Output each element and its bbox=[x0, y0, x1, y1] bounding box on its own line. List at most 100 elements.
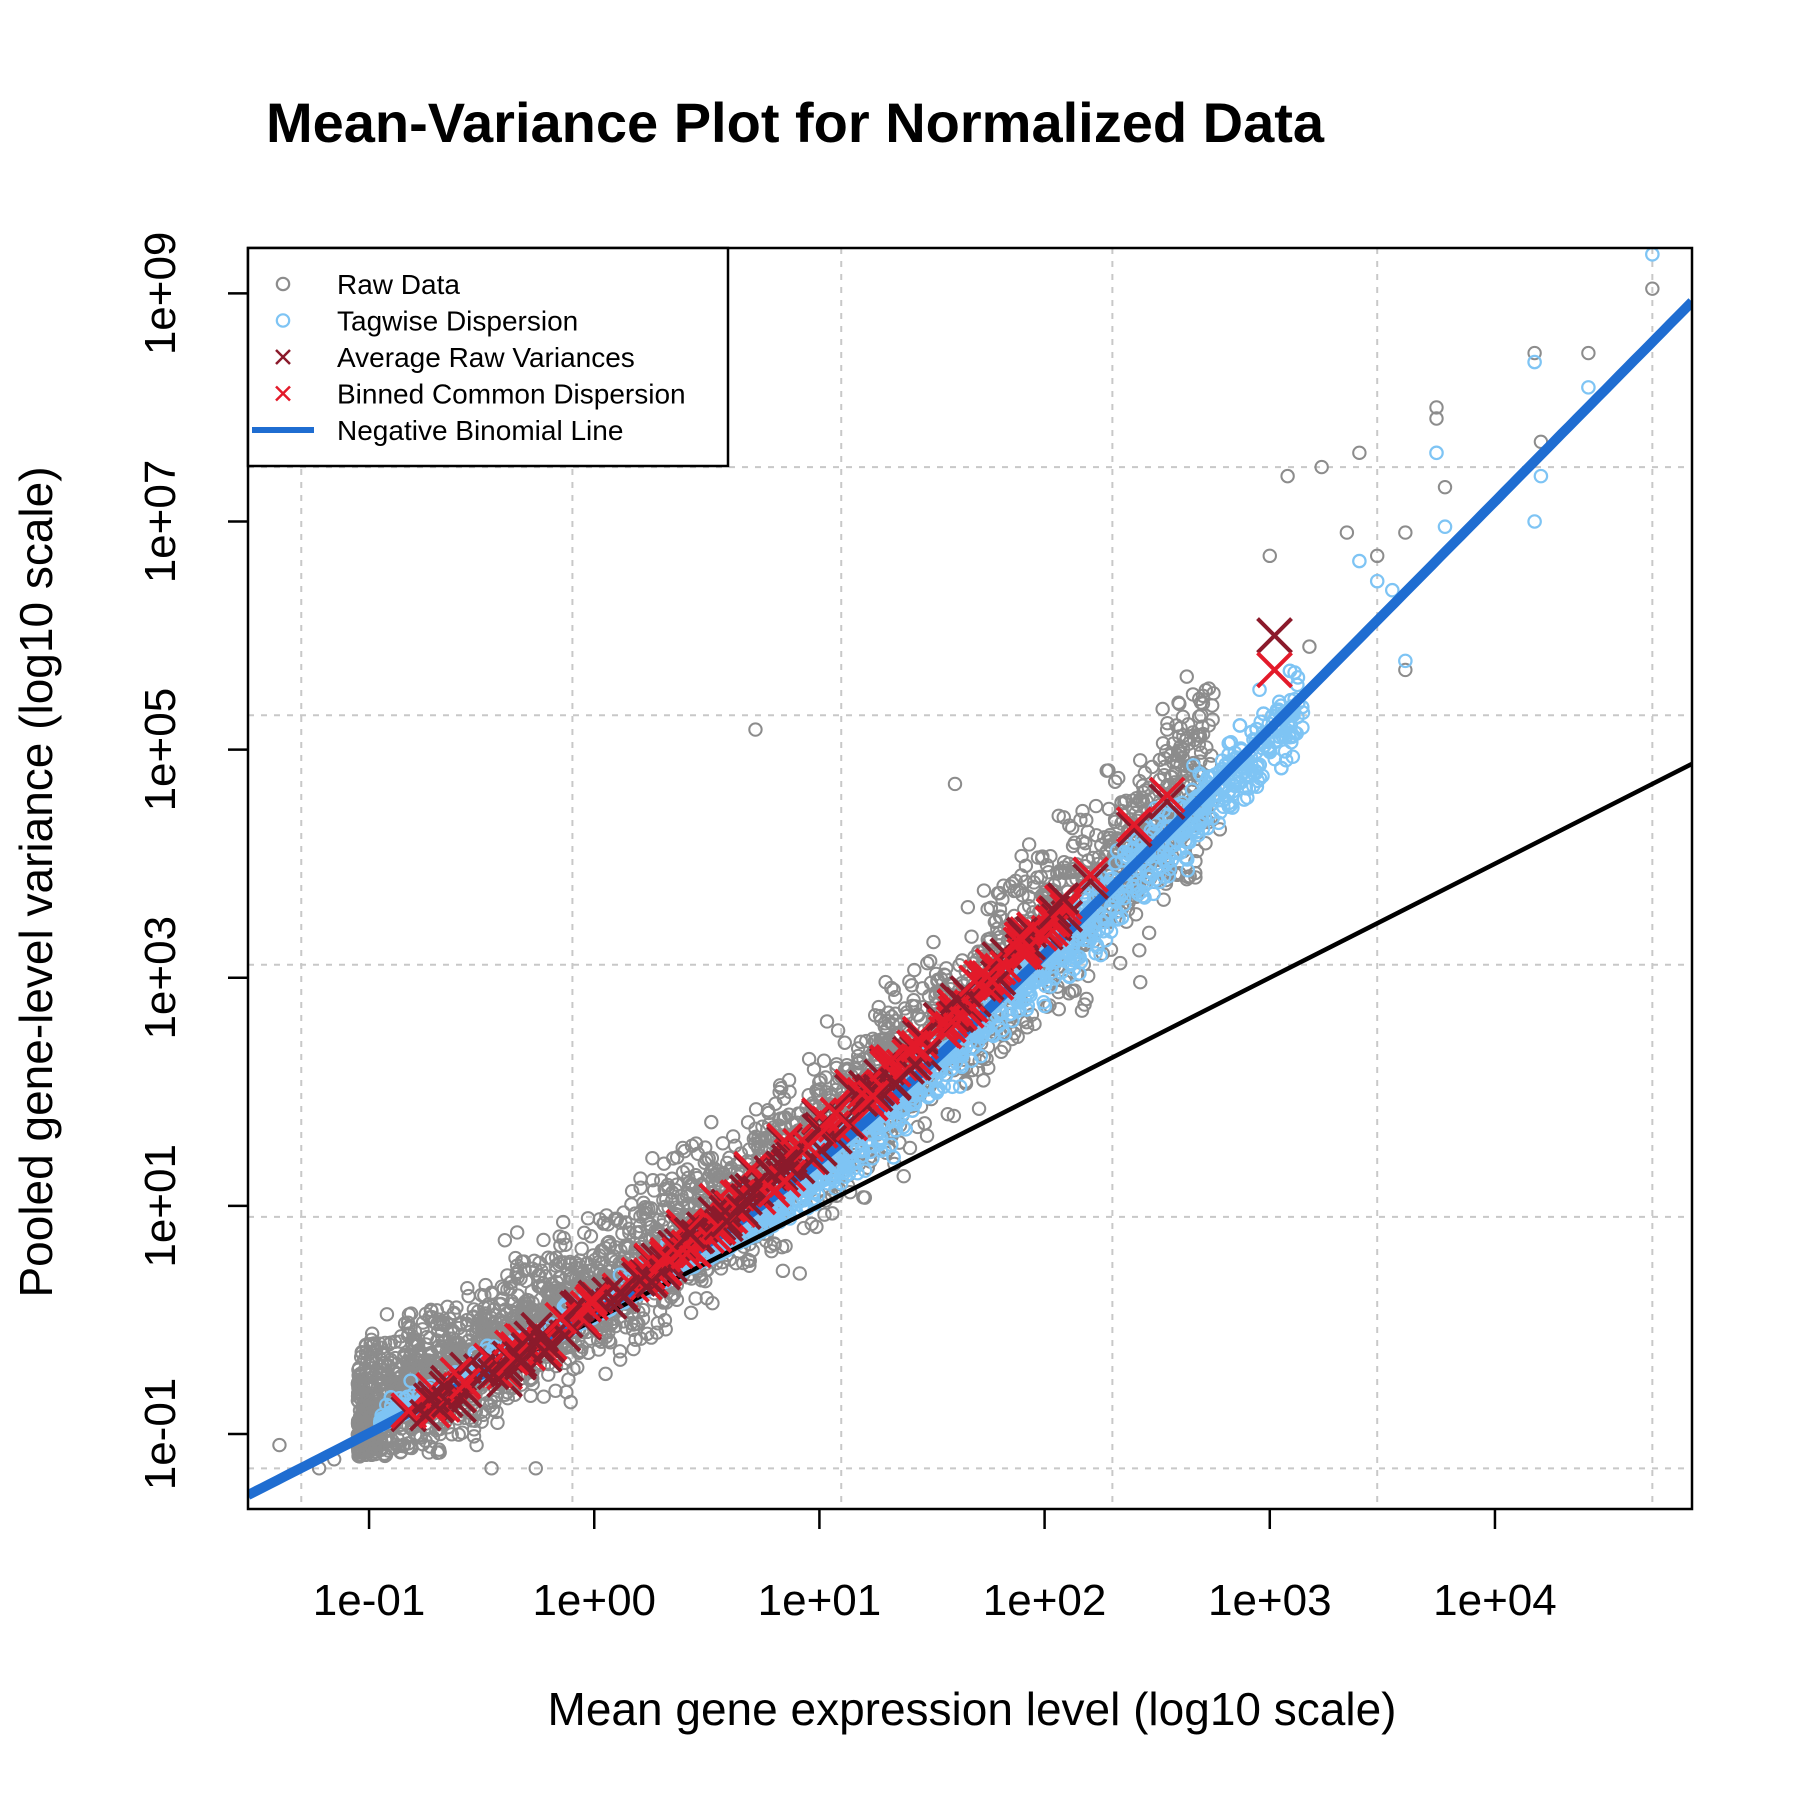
raw-data-point bbox=[857, 1190, 873, 1205]
raw-data-point bbox=[828, 1082, 843, 1098]
raw-data-point bbox=[704, 1114, 719, 1130]
tagwise-dispersion-point bbox=[1165, 837, 1180, 853]
raw-data-point bbox=[464, 1413, 479, 1428]
raw-data-point bbox=[987, 914, 1003, 930]
raw-data-point bbox=[748, 1129, 763, 1145]
raw-data-point bbox=[856, 1051, 871, 1067]
raw-data-point bbox=[896, 1168, 911, 1184]
raw-data-point bbox=[621, 1221, 637, 1237]
raw-data-point bbox=[1437, 479, 1453, 495]
raw-data-point bbox=[528, 1461, 543, 1476]
raw-data-point bbox=[811, 1083, 826, 1098]
raw-data-point bbox=[556, 1230, 571, 1246]
raw-data-point bbox=[1302, 639, 1317, 654]
raw-data-point bbox=[509, 1266, 524, 1282]
raw-data-point bbox=[971, 1101, 987, 1116]
raw-data-point bbox=[1314, 459, 1329, 475]
raw-data-point bbox=[748, 1102, 764, 1117]
raw-data-point bbox=[1155, 736, 1171, 751]
raw-data-point bbox=[837, 1035, 852, 1050]
raw-data-point bbox=[1164, 770, 1180, 785]
raw-data-point bbox=[1081, 968, 1096, 984]
raw-data-point bbox=[633, 1171, 648, 1186]
raw-data-point bbox=[681, 1170, 696, 1185]
raw-data-point bbox=[536, 1232, 551, 1248]
raw-data-point bbox=[888, 990, 903, 1005]
raw-data-point bbox=[431, 1338, 447, 1354]
raw-data-point bbox=[1057, 860, 1072, 875]
raw-data-point bbox=[583, 1331, 598, 1346]
tagwise-dispersion-point bbox=[936, 1079, 952, 1094]
raw-data-point bbox=[704, 1150, 720, 1166]
raw-data-point bbox=[946, 1108, 962, 1124]
raw-data-point bbox=[1102, 830, 1118, 845]
raw-data-point bbox=[1021, 837, 1037, 852]
raw-data-point bbox=[878, 974, 893, 990]
raw-data-point bbox=[772, 1078, 788, 1093]
raw-data-point bbox=[570, 1360, 585, 1375]
raw-data-point bbox=[1128, 907, 1144, 922]
raw-data-point bbox=[1191, 737, 1207, 752]
raw-data-point bbox=[1152, 752, 1167, 768]
raw-data-point bbox=[1067, 983, 1082, 998]
tagwise-dispersion-point bbox=[1278, 752, 1294, 768]
raw-data-point bbox=[1645, 281, 1660, 296]
raw-data-point bbox=[592, 1248, 607, 1263]
raw-data-point bbox=[272, 1437, 287, 1453]
raw-data-point bbox=[1169, 718, 1184, 733]
raw-data-point bbox=[496, 1281, 512, 1296]
raw-data-point bbox=[1192, 728, 1208, 744]
raw-data-point bbox=[368, 1436, 383, 1452]
raw-data-point bbox=[1205, 698, 1220, 713]
raw-data-point bbox=[1033, 869, 1049, 885]
raw-data-point bbox=[1398, 525, 1413, 540]
raw-data-point bbox=[596, 1269, 611, 1284]
raw-data-point bbox=[646, 1183, 662, 1198]
raw-data-point bbox=[740, 1115, 756, 1130]
raw-data-point bbox=[920, 955, 935, 971]
raw-data-point bbox=[1132, 943, 1147, 958]
raw-data-point bbox=[415, 1322, 430, 1337]
raw-data-point bbox=[421, 1346, 437, 1361]
raw-data-point bbox=[1179, 669, 1194, 684]
raw-data-point bbox=[1201, 681, 1217, 696]
raw-data-point bbox=[919, 1128, 935, 1144]
raw-data-point bbox=[351, 1443, 366, 1458]
raw-data-point bbox=[644, 1330, 659, 1345]
raw-data-point bbox=[359, 1338, 374, 1354]
raw-data-point bbox=[976, 883, 992, 898]
raw-data-point bbox=[470, 1320, 486, 1336]
raw-data-point bbox=[490, 1415, 505, 1430]
raw-data-point bbox=[645, 1151, 660, 1166]
raw-data-point bbox=[555, 1214, 571, 1230]
raw-data-point bbox=[627, 1206, 643, 1221]
raw-data-point bbox=[432, 1445, 447, 1460]
raw-data-point bbox=[1101, 763, 1116, 778]
raw-data-point bbox=[487, 1394, 502, 1410]
raw-data-point bbox=[688, 1168, 703, 1183]
raw-data-point bbox=[687, 1199, 702, 1214]
raw-data-point bbox=[926, 934, 941, 950]
raw-data-point bbox=[577, 1225, 592, 1240]
raw-data-point bbox=[1159, 722, 1175, 737]
raw-data-point bbox=[960, 899, 976, 915]
raw-data-point bbox=[922, 953, 938, 969]
raw-data-point bbox=[402, 1440, 418, 1455]
raw-data-point bbox=[466, 1422, 482, 1437]
raw-data-point bbox=[772, 1084, 787, 1100]
raw-data-point bbox=[819, 1014, 835, 1029]
raw-data-point bbox=[1132, 753, 1148, 768]
raw-data-point bbox=[992, 885, 1007, 901]
raw-data-point bbox=[386, 1440, 401, 1455]
raw-data-point bbox=[558, 1237, 573, 1253]
raw-data-point bbox=[633, 1180, 648, 1195]
raw-data-point bbox=[976, 1073, 991, 1088]
raw-data-point bbox=[871, 999, 886, 1015]
raw-data-point bbox=[873, 1032, 888, 1048]
raw-data-point bbox=[1339, 525, 1355, 540]
raw-data-point bbox=[742, 1253, 757, 1269]
raw-data-point bbox=[548, 1383, 563, 1399]
raw-data-point bbox=[650, 1222, 666, 1238]
raw-data-point bbox=[1136, 785, 1151, 800]
raw-data-point bbox=[536, 1389, 551, 1404]
